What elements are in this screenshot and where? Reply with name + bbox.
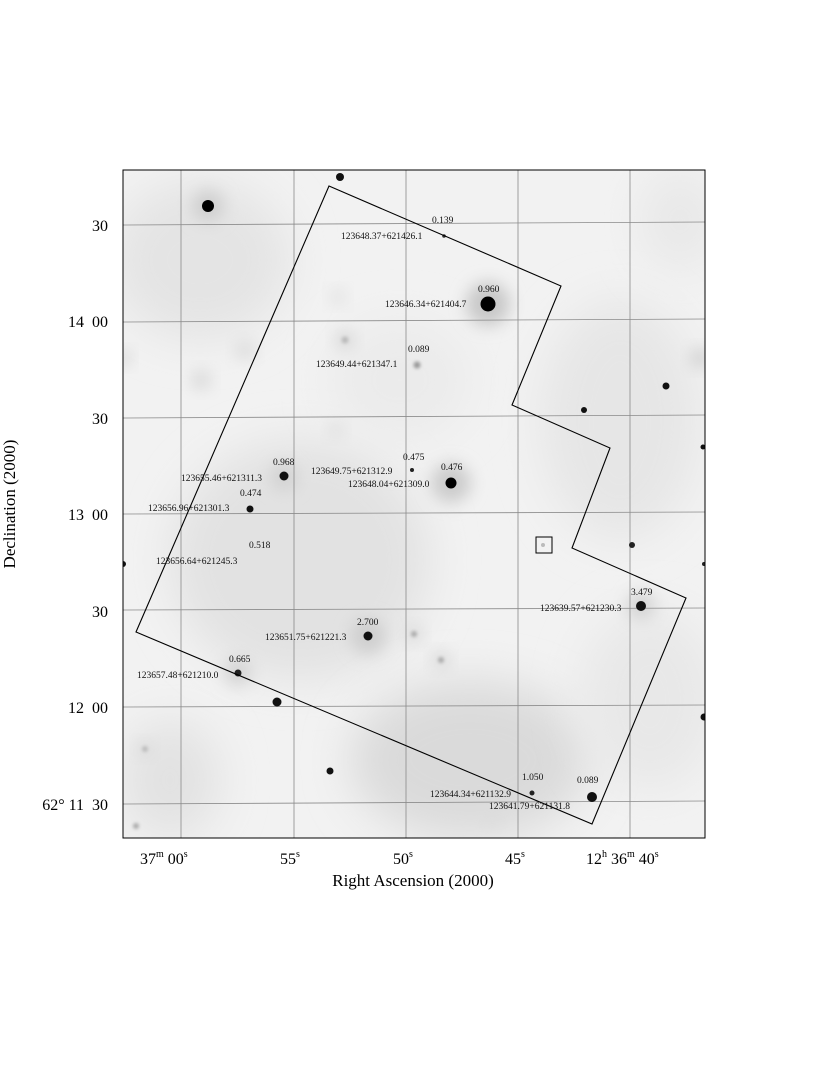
source-name: 123656.96+621301.3 [148, 504, 230, 514]
source-point [246, 505, 254, 513]
plot-frame [122, 169, 706, 839]
source-point [702, 562, 705, 566]
source-point [336, 173, 344, 181]
source-point [326, 767, 334, 775]
source-point [587, 792, 597, 802]
x-tick-label: 12h 36m 40s [586, 849, 659, 868]
source-z: 0.968 [273, 458, 295, 468]
source-name: 123657.48+621210.0 [137, 671, 219, 681]
source-point [629, 542, 635, 548]
source-z: 0.518 [249, 541, 271, 551]
source-name: 123644.34+621132.9 [430, 790, 511, 800]
survey-footprint [135, 185, 687, 825]
source-points [123, 173, 705, 829]
y-tick-label: 30 [92, 411, 108, 428]
source-name: 123639.57+621230.3 [540, 604, 622, 614]
source-z: 0.089 [408, 345, 430, 355]
source-z: 0.476 [441, 463, 463, 473]
source-z: 0.089 [577, 776, 599, 786]
y-tick-label: 62° 11 30 [42, 797, 108, 814]
source-z: 0.474 [240, 489, 262, 499]
source-name: 123656.64+621245.3 [156, 557, 238, 567]
source-point [541, 543, 545, 547]
x-axis-ticks: 37m 00s 55s 50s 45s 12h 36m 40s [140, 849, 659, 868]
source-z: 0.665 [229, 655, 251, 665]
source-z: 1.050 [522, 773, 544, 783]
source-name: 123651.75+621221.3 [265, 633, 347, 643]
marker-square [535, 536, 553, 554]
source-labels: 0.139 123648.37+621426.1 0.960 123646.34… [137, 216, 653, 812]
source-point [445, 477, 457, 489]
source-point [142, 746, 148, 752]
source-point [413, 361, 421, 369]
x-tick-label: 45s [505, 849, 525, 868]
source-point [272, 697, 282, 707]
coordinate-grid [122, 170, 706, 838]
source-point [341, 336, 349, 344]
source-point [636, 601, 646, 611]
source-point [662, 382, 670, 390]
y-tick-label: 12 00 [68, 700, 108, 717]
source-z: 0.139 [432, 216, 454, 226]
source-name: 123648.04+621309.0 [348, 480, 430, 490]
source-point [581, 407, 587, 413]
y-axis-ticks: 30 14 00 30 30 13 00 12 00 62° 11 30 [42, 218, 108, 814]
x-tick-label: 37m 00s [140, 849, 188, 868]
source-z: 0.475 [403, 453, 425, 463]
source-name: 123649.75+621312.9 [311, 467, 393, 477]
y-tick-label: 30 [92, 218, 108, 235]
y-axis-title: Declination (2000) [0, 440, 19, 569]
source-point [202, 200, 214, 212]
source-name: 123649.44+621347.1 [316, 360, 398, 370]
source-point [438, 657, 444, 663]
source-point [133, 823, 139, 829]
y-tick-label: 14 00 [68, 314, 108, 331]
source-z: 2.700 [357, 618, 379, 628]
source-point [410, 468, 414, 472]
source-z: 0.960 [478, 285, 500, 295]
y-tick-label: 30 [92, 604, 108, 621]
source-point [363, 631, 373, 641]
source-name: 123646.34+621404.7 [385, 300, 467, 310]
y-tick-label: 13 00 [68, 507, 108, 524]
source-point [700, 444, 705, 450]
source-name: 123655.46+621311.3 [181, 474, 262, 484]
source-point [700, 713, 705, 721]
source-point [279, 471, 289, 481]
x-tick-label: 55s [280, 849, 300, 868]
source-name: 123648.37+621426.1 [341, 232, 423, 242]
source-point [123, 561, 126, 567]
source-name: 123641.79+621131.8 [489, 802, 570, 812]
x-axis-title: Right Ascension (2000) [332, 871, 494, 890]
source-z: 3.479 [631, 588, 653, 598]
source-point [529, 790, 535, 796]
x-tick-label: 50s [393, 849, 413, 868]
source-point [480, 296, 496, 312]
source-point [411, 631, 417, 637]
